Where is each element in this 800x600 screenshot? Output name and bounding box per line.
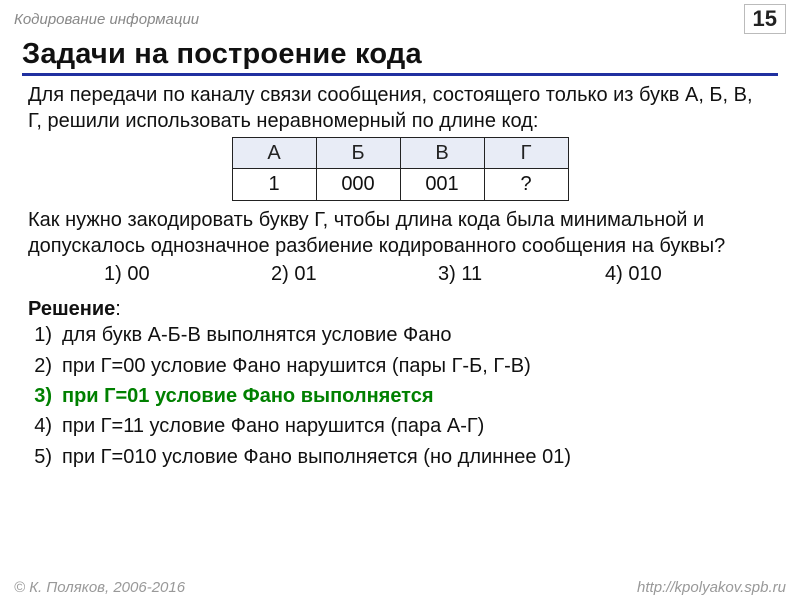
page-number: 15: [744, 4, 786, 34]
topic-label: Кодирование информации: [14, 11, 199, 28]
solution-text: для букв А-Б-В выполнятся условие Фано: [62, 322, 452, 348]
problem-question: Как нужно закодировать букву Г, чтобы дл…: [28, 207, 772, 260]
table-cell: 1: [232, 169, 316, 200]
col-header: Б: [316, 137, 400, 168]
title-wrap: Задачи на построение кода: [0, 36, 800, 76]
solution-item-correct: 3) при Г=01 условие Фано выполняется: [28, 383, 772, 409]
solution-text: при Г=00 условие Фано нарушится (пары Г-…: [62, 353, 531, 379]
solution-number: 1): [28, 322, 62, 348]
solution-item: 4) при Г=11 условие Фано нарушится (пара…: [28, 413, 772, 439]
source-url: http://kpolyakov.spb.ru: [637, 579, 786, 596]
code-table: А Б В Г 1 000 001 ?: [232, 137, 569, 201]
table-cell: 000: [316, 169, 400, 200]
solution-text: при Г=010 условие Фано выполняется (но д…: [62, 444, 571, 470]
table-value-row: 1 000 001 ?: [232, 169, 568, 200]
col-header: В: [400, 137, 484, 168]
option-4: 4) 010: [605, 261, 772, 287]
solution-text: при Г=11 условие Фано нарушится (пара А-…: [62, 413, 484, 439]
page-title: Задачи на построение кода: [22, 38, 778, 76]
answer-options: 1) 00 2) 01 3) 11 4) 010: [28, 261, 772, 287]
copyright: © К. Поляков, 2006-2016: [14, 579, 185, 596]
table-cell: ?: [484, 169, 568, 200]
col-header: А: [232, 137, 316, 168]
header-bar: Кодирование информации 15: [0, 0, 800, 36]
solution-label: Решение:: [28, 296, 772, 322]
solution-list: 1) для букв А-Б-В выполнятся условие Фан…: [28, 322, 772, 470]
solution-text: при Г=01 условие Фано выполняется: [62, 383, 434, 409]
footer: © К. Поляков, 2006-2016 http://kpolyakov…: [0, 579, 800, 596]
solution-item: 1) для букв А-Б-В выполнятся условие Фан…: [28, 322, 772, 348]
solution-number: 2): [28, 353, 62, 379]
table-header-row: А Б В Г: [232, 137, 568, 168]
option-3: 3) 11: [438, 261, 605, 287]
solution-item: 5) при Г=010 условие Фано выполняется (н…: [28, 444, 772, 470]
option-1: 1) 00: [104, 261, 271, 287]
problem-intro: Для передачи по каналу связи сообщения, …: [28, 82, 772, 135]
solution-number: 3): [28, 383, 62, 409]
table-cell: 001: [400, 169, 484, 200]
option-2: 2) 01: [271, 261, 438, 287]
solution-item: 2) при Г=00 условие Фано нарушится (пары…: [28, 353, 772, 379]
solution-number: 5): [28, 444, 62, 470]
content: Для передачи по каналу связи сообщения, …: [0, 76, 800, 470]
col-header: Г: [484, 137, 568, 168]
solution-number: 4): [28, 413, 62, 439]
